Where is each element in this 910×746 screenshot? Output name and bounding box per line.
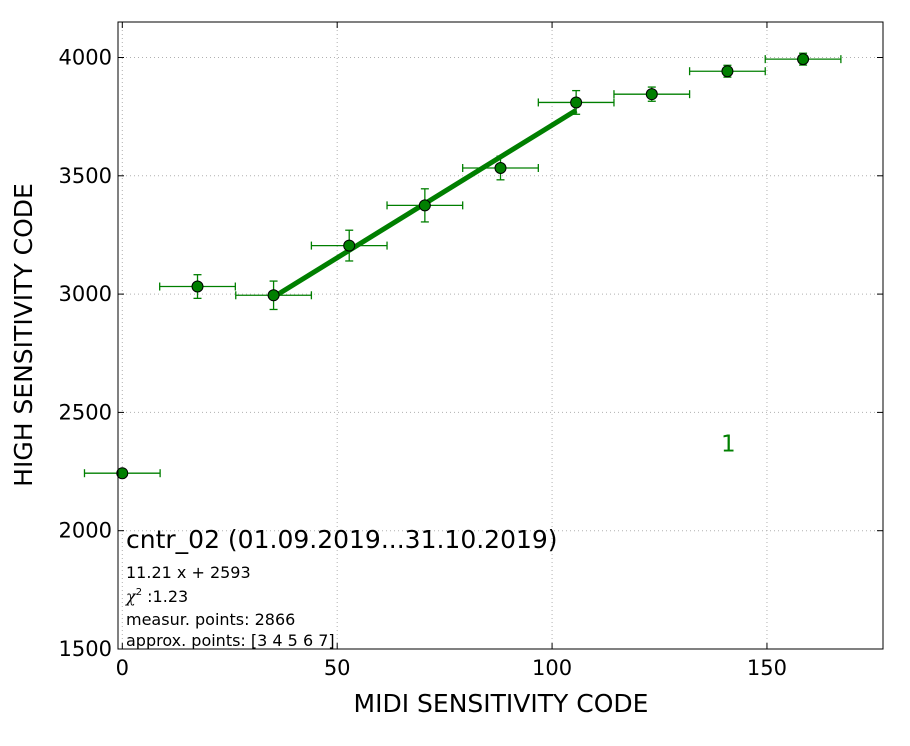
y-tick-label: 2000: [59, 519, 112, 543]
data-point: [343, 239, 356, 252]
chi-superscript: 2: [136, 587, 142, 598]
data-point: [494, 161, 507, 174]
data-point: [570, 96, 583, 109]
data-point: [191, 280, 204, 293]
data-point: [418, 199, 431, 212]
plot-frame: [117, 21, 884, 650]
tick-labels: 0 50 100 150 1500 2000 2500 3000 3500 4000: [59, 45, 787, 680]
data-point: [645, 88, 658, 101]
data-point: [116, 467, 129, 480]
series-label: 1: [721, 431, 736, 457]
x-tick-label: 150: [747, 656, 787, 680]
y-tick-label: 3500: [59, 164, 112, 188]
annotation-approx-points: approx. points: [3 4 5 6 7]: [126, 631, 335, 650]
axis-ticks: [118, 22, 883, 650]
annotation-equation: 11.21 x + 2593: [126, 563, 251, 582]
annotation-measur-points: measur. points: 2866: [126, 610, 295, 629]
x-tick-label: 100: [532, 656, 572, 680]
x-tick-label: 50: [324, 656, 351, 680]
y-tick-label: 1500: [59, 637, 112, 661]
annotation-chi-square: χ2 :1.23: [125, 587, 188, 606]
y-tick-label: 3000: [59, 282, 112, 306]
y-axis-title: HIGH SENSITIVITY CODE: [9, 183, 38, 487]
data-point: [721, 65, 734, 78]
data-point: [797, 53, 810, 66]
annotation-title: cntr_02 (01.09.2019...31.10.2019): [126, 525, 558, 554]
chi-value: :1.23: [142, 587, 188, 606]
x-tick-label: 0: [116, 656, 129, 680]
data-points: [116, 53, 810, 480]
y-tick-label: 4000: [59, 45, 112, 69]
data-point: [267, 289, 280, 302]
chi-symbol: χ: [125, 587, 137, 606]
x-axis-title: MIDI SENSITIVITY CODE: [354, 689, 649, 718]
y-tick-label: 2500: [59, 400, 112, 424]
